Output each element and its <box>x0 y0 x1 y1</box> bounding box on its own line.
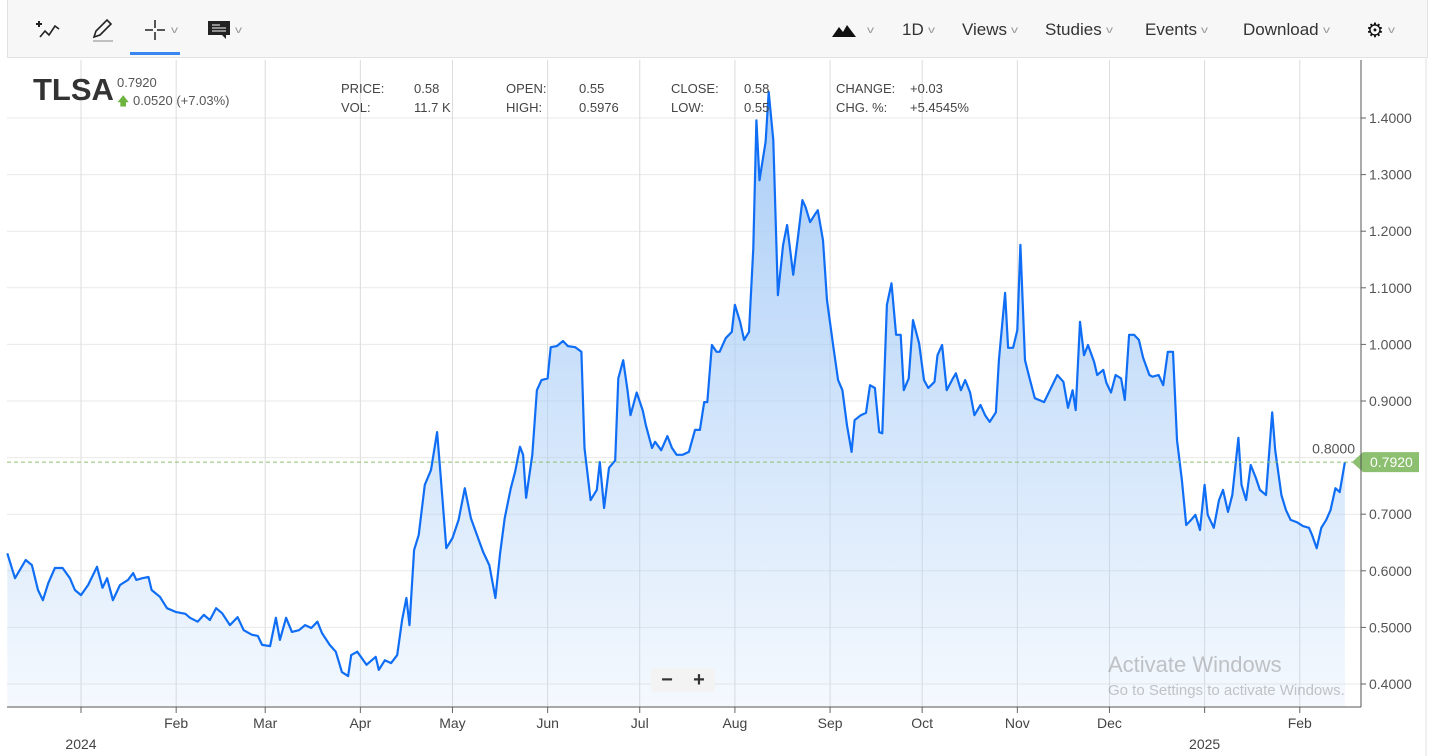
last-price-tag <box>1352 452 1419 473</box>
download-label: Download <box>1243 20 1319 39</box>
add-study-button[interactable] <box>34 16 62 44</box>
activation-watermark-text: Go to Settings to activate Windows. <box>1108 682 1345 699</box>
open-value: 0.55 <box>579 81 605 96</box>
chevron-down-icon: v <box>235 24 242 36</box>
chgpct-value: +5.4545% <box>910 100 969 115</box>
year-label: 2024 <box>65 736 96 752</box>
chart-type-button[interactable]: v <box>832 16 874 44</box>
events-label: Events <box>1145 20 1197 39</box>
x-tick-label: Sep <box>818 715 843 731</box>
chevron-down-icon: v <box>1011 24 1019 36</box>
y-tick-label: 1.4000 <box>1369 110 1412 126</box>
views-label: Views <box>962 20 1008 39</box>
active-tool-indicator <box>130 52 180 55</box>
y-tick-label: 0.8000 <box>1312 441 1355 457</box>
download-dropdown[interactable]: Download v <box>1243 16 1330 44</box>
chevron-down-icon: v <box>171 24 178 36</box>
year-label: 2025 <box>1189 736 1220 752</box>
change-label: CHANGE: <box>836 81 896 96</box>
price-change: 🡅 0.0520 (+7.03%) <box>117 92 229 113</box>
x-tick-label: Feb <box>164 715 188 731</box>
x-tick-label: Nov <box>1005 715 1030 731</box>
comment-icon <box>208 21 230 39</box>
low-value: 0.55 <box>744 100 770 115</box>
y-tick-label: 1.0000 <box>1369 336 1412 352</box>
price-label: PRICE: <box>341 81 385 96</box>
close-label: CLOSE: <box>671 81 719 96</box>
y-tick-label: 0.7000 <box>1369 506 1412 522</box>
vol-value: 11.7 K <box>414 100 451 115</box>
studies-dropdown[interactable]: Studies v <box>1045 16 1113 44</box>
pencil-icon <box>92 18 113 42</box>
x-tick-label: Jun <box>536 715 559 731</box>
x-tick-label: Aug <box>722 715 747 731</box>
price-area-fill <box>7 92 1345 707</box>
comment-button[interactable]: v <box>207 16 242 44</box>
y-tick-label: 1.2000 <box>1369 223 1412 239</box>
last-price-tag-label: 0.7920 <box>1370 454 1413 470</box>
price-line <box>6 90 1346 678</box>
chevron-down-icon: v <box>1387 24 1395 36</box>
y-tick-label: 1.1000 <box>1369 280 1412 296</box>
x-tick-label: Jul <box>631 715 649 731</box>
ticker-symbol: TLSA <box>33 72 114 107</box>
x-tick-label: Mar <box>253 715 277 731</box>
y-tick-label: 0.5000 <box>1369 619 1412 635</box>
views-dropdown[interactable]: Views v <box>962 16 1019 44</box>
add-study-icon <box>36 21 60 38</box>
mountain-icon <box>832 25 856 37</box>
change-value: +0.03 <box>910 81 943 96</box>
y-tick-label: 0.4000 <box>1369 676 1412 692</box>
x-tick-label: Apr <box>349 715 371 731</box>
high-value: 0.5976 <box>579 100 619 115</box>
gear-icon: ⚙ <box>1366 19 1384 42</box>
studies-label: Studies <box>1045 20 1102 39</box>
open-label: OPEN: <box>506 81 547 96</box>
y-tick-label: 0.9000 <box>1369 393 1412 409</box>
low-label: LOW: <box>671 100 704 115</box>
x-tick-label: Feb <box>1288 715 1312 731</box>
x-tick-label: Dec <box>1097 715 1122 731</box>
zoom-in-button[interactable]: + <box>693 669 705 691</box>
last-price: 0.7920 <box>117 75 157 90</box>
price-value: 0.58 <box>414 81 440 96</box>
activation-watermark-title: Activate Windows <box>1108 652 1282 677</box>
zoom-control: − + <box>651 668 715 692</box>
chart-toolbar: v v v 1D v Views v Studies v Events v Downlo… <box>7 0 1428 58</box>
close-value: 0.58 <box>744 81 770 96</box>
zoom-out-button[interactable]: − <box>661 669 673 691</box>
interval-dropdown[interactable]: 1D v <box>902 16 935 44</box>
chevron-down-icon: v <box>867 24 874 36</box>
vol-label: VOL: <box>341 100 371 115</box>
y-tick-label: 0.6000 <box>1369 563 1412 579</box>
arrow-up-icon: 🡅 <box>117 94 130 108</box>
x-tick-label: May <box>439 715 465 731</box>
settings-button[interactable]: ⚙ v <box>1366 16 1395 44</box>
crosshair-button[interactable]: v <box>143 16 178 44</box>
price-change-value: 0.0520 (+7.03%) <box>132 93 230 108</box>
crosshair-icon <box>145 20 165 40</box>
y-tick-label: 1.3000 <box>1369 167 1412 183</box>
draw-button[interactable] <box>90 16 116 44</box>
events-dropdown[interactable]: Events v <box>1145 16 1208 44</box>
chevron-down-icon: v <box>1105 24 1113 36</box>
chevron-down-icon: v <box>1200 24 1208 36</box>
chevron-down-icon: v <box>927 24 935 36</box>
interval-label: 1D <box>902 20 924 39</box>
chgpct-label: CHG. %: <box>836 100 888 115</box>
chevron-down-icon: v <box>1322 24 1330 36</box>
high-label: HIGH: <box>506 100 543 115</box>
x-tick-label: Oct <box>911 715 933 731</box>
